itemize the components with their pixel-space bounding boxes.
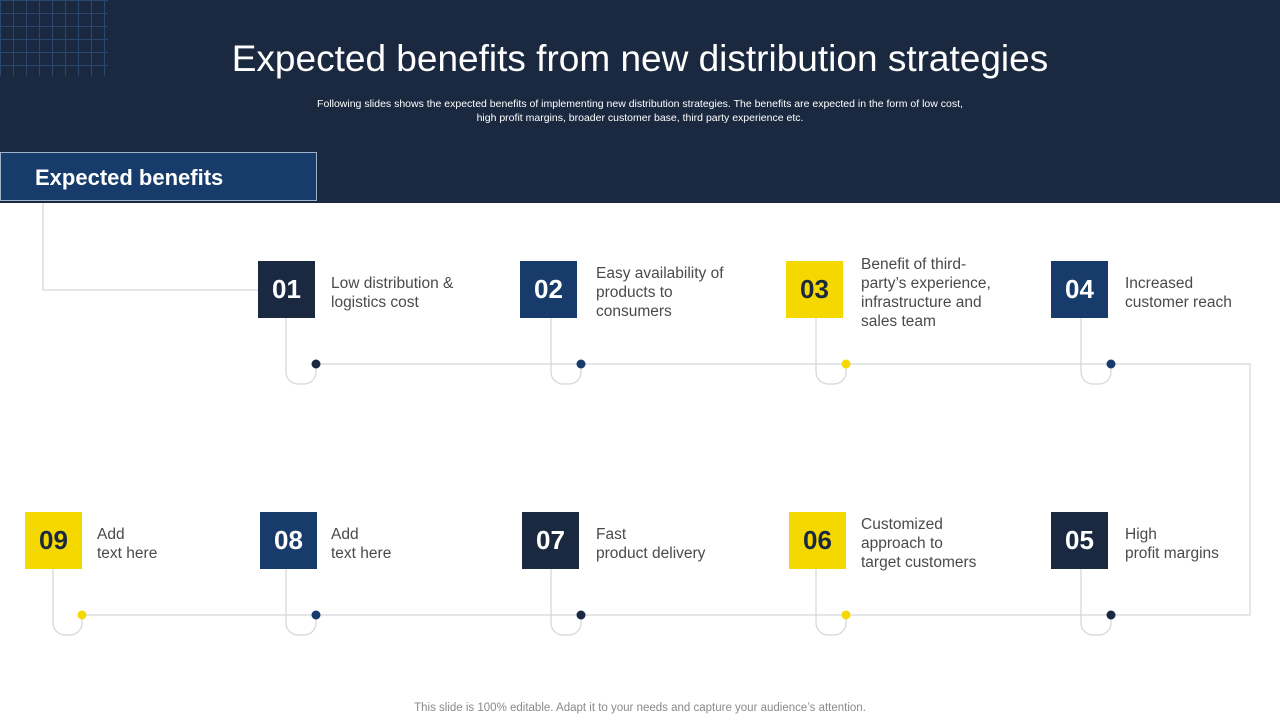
stem-02 — [550, 318, 582, 385]
stem-07 — [550, 569, 582, 636]
step-04-number: 04 — [1051, 261, 1108, 318]
stem-01 — [285, 318, 317, 385]
step-09-line-1: Add — [97, 526, 125, 543]
dot-03 — [841, 359, 851, 369]
step-05-text: High profit margins — [1125, 525, 1219, 563]
tab-connector — [42, 203, 258, 291]
step-08-text: Add text here — [331, 525, 391, 563]
step-06-number: 06 — [789, 512, 846, 569]
step-07-line-1: Fast — [596, 526, 627, 543]
step-03-line-1: Benefit of third- — [861, 256, 967, 273]
step-01-text: Low distribution & logistics cost — [331, 274, 453, 312]
step-06-line-1: Customized — [861, 516, 943, 533]
step-02-line-2: products to — [596, 284, 673, 301]
step-09-number: 09 — [25, 512, 82, 569]
step-05-line-2: profit margins — [1125, 545, 1219, 562]
step-04-text: Increased customer reach — [1125, 274, 1232, 312]
dot-09 — [77, 610, 87, 620]
step-05-line-1: High — [1125, 526, 1157, 543]
stem-06 — [815, 569, 847, 636]
step-04-line-1: Increased — [1125, 275, 1194, 292]
step-09-line-2: text here — [97, 545, 158, 562]
page-subtitle: Following slides shows the expected bene… — [250, 97, 1030, 125]
footer-note: This slide is 100% editable. Adapt it to… — [414, 702, 866, 714]
stem-05 — [1080, 569, 1112, 636]
step-06-line-2: approach to — [861, 535, 943, 552]
subtitle-line-1: Following slides shows the expected bene… — [317, 98, 963, 110]
dot-04 — [1106, 359, 1116, 369]
expected-benefits-tab: Expected benefits — [0, 152, 317, 201]
step-03-line-2: party’s experience, — [861, 275, 991, 292]
dot-02 — [576, 359, 586, 369]
step-09-text: Add text here — [97, 525, 157, 563]
step-07-text: Fast product delivery — [596, 525, 705, 563]
page-title: Expected benefits from new distribution … — [231, 38, 1049, 79]
grid-decoration — [0, 0, 108, 76]
step-02-line-3: consumers — [596, 303, 672, 320]
step-04-line-2: customer reach — [1125, 294, 1232, 311]
step-05-number: 05 — [1051, 512, 1108, 569]
step-06-line-3: target customers — [861, 554, 977, 571]
dot-08 — [311, 610, 321, 620]
step-08-line-2: text here — [331, 545, 392, 562]
dot-07 — [576, 610, 586, 620]
step-01-line-2: logistics cost — [331, 294, 419, 311]
dot-05 — [1106, 610, 1116, 620]
subtitle-line-2: high profit margins, broader customer ba… — [476, 112, 804, 124]
step-07-number: 07 — [522, 512, 579, 569]
step-01-line-1: Low distribution & — [331, 275, 454, 292]
step-08-number: 08 — [260, 512, 317, 569]
stem-03 — [815, 318, 847, 385]
step-06-text: Customized approach to target customers — [861, 515, 976, 572]
stem-04 — [1080, 318, 1112, 385]
step-03-text: Benefit of third- party’s experience, in… — [861, 255, 991, 331]
step-03-line-4: sales team — [861, 313, 936, 330]
stem-08 — [285, 569, 317, 636]
step-03-number: 03 — [786, 261, 843, 318]
step-02-number: 02 — [520, 261, 577, 318]
step-03-line-3: infrastructure and — [861, 294, 982, 311]
step-01-number: 01 — [258, 261, 315, 318]
step-02-line-1: Easy availability of — [596, 265, 724, 282]
step-02-text: Easy availability of products to consume… — [596, 264, 724, 321]
dot-01 — [311, 359, 321, 369]
stem-09 — [52, 569, 83, 636]
step-08-line-1: Add — [331, 526, 359, 543]
flow-line-top — [316, 363, 1251, 616]
dot-06 — [841, 610, 851, 620]
step-07-line-2: product delivery — [596, 545, 706, 562]
